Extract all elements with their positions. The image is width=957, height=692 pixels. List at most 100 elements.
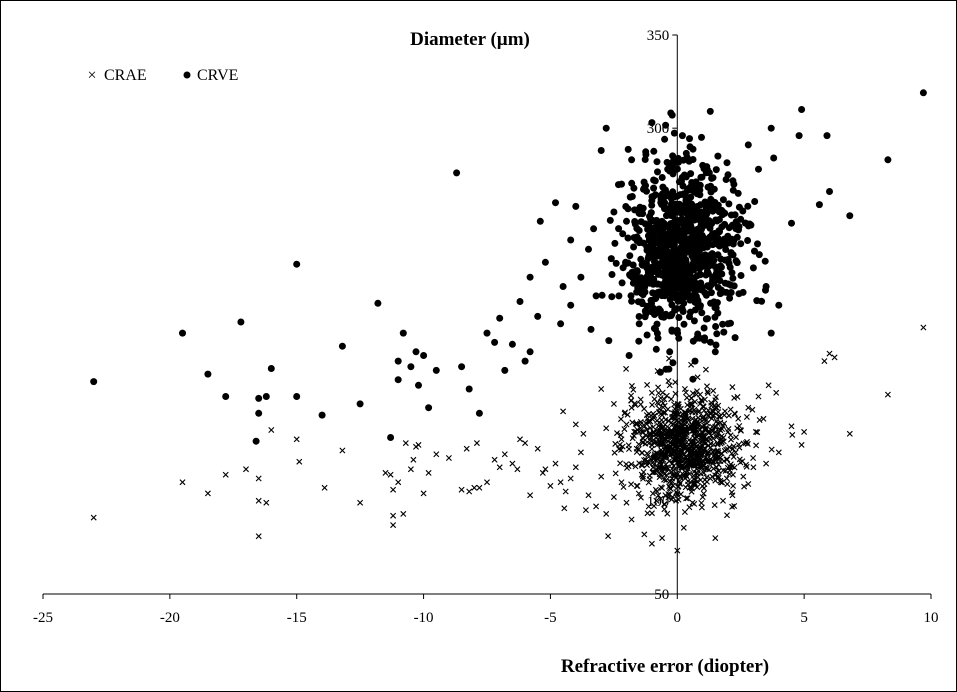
crae-point (736, 423, 743, 429)
crve-point (706, 255, 713, 263)
crae-point (657, 424, 664, 431)
crve-point (751, 247, 758, 255)
crve-point (721, 279, 729, 287)
crae-point (648, 389, 655, 396)
crae-point (415, 441, 422, 448)
x-axis-title: Refractive error (diopter) (561, 656, 769, 677)
crae-point (387, 471, 394, 478)
crve-point (628, 297, 636, 305)
crae-point (713, 468, 720, 475)
crae-point (730, 443, 737, 450)
crve-point (648, 119, 656, 127)
crae-point (693, 442, 700, 449)
crae-point (694, 448, 701, 455)
crve-point (465, 385, 473, 393)
crve-point (713, 263, 720, 271)
crae-point (649, 401, 656, 408)
crve-point (753, 297, 761, 305)
crae-point (509, 460, 516, 467)
crve-point (720, 328, 728, 336)
crve-point (636, 210, 644, 217)
crae-point (755, 393, 762, 400)
crae-point (646, 431, 653, 438)
crae-point (491, 456, 498, 463)
crae-point (733, 434, 739, 441)
crve-point (648, 265, 656, 273)
crve-point (658, 223, 666, 231)
crve-point (685, 185, 693, 192)
crae-point (674, 492, 681, 498)
crve-point (716, 277, 724, 285)
crve-point (709, 241, 717, 249)
crve-point (666, 348, 674, 356)
x-tick-label: 5 (800, 610, 808, 626)
crae-point (243, 466, 249, 473)
crae-point (705, 428, 712, 434)
crae-point (655, 384, 662, 391)
crae-point (382, 469, 389, 476)
crve-point (668, 327, 676, 335)
crve-point (754, 240, 761, 248)
crve-point (654, 168, 661, 176)
crve-point (689, 145, 697, 153)
crve-point (682, 193, 690, 200)
crve-point (592, 292, 600, 300)
crae-point (673, 424, 680, 431)
crae-point (640, 435, 647, 442)
crve-point (737, 272, 745, 279)
crae-point (737, 427, 744, 434)
crve-point (432, 366, 440, 374)
crae-point (661, 471, 668, 478)
crae-point (801, 428, 808, 435)
crae-point (390, 486, 397, 493)
crae-point (726, 471, 733, 477)
crae-point (557, 479, 564, 486)
crae-point (677, 417, 684, 424)
crae-point (635, 441, 642, 448)
crae-point (661, 396, 668, 403)
crve-point (706, 107, 714, 115)
crve-point (703, 267, 711, 275)
legend-label-crae: CRAE (104, 67, 147, 84)
crve-point (685, 157, 693, 165)
crae-point (678, 435, 684, 441)
crve-point (696, 334, 704, 342)
crve-point (690, 229, 698, 237)
crae-point (433, 451, 440, 458)
crae-point (637, 401, 644, 408)
crae-point (675, 401, 682, 408)
crve-point (618, 279, 626, 287)
crae-point (682, 389, 689, 396)
crae-point (222, 471, 229, 478)
crae-point (634, 483, 641, 489)
crve-point (669, 236, 677, 244)
crae-point (676, 456, 683, 463)
crae-point (681, 409, 688, 416)
crae-point (700, 403, 707, 410)
crve-point (662, 284, 670, 292)
crve-point (615, 292, 623, 300)
crae-point (567, 475, 574, 482)
crae-point (686, 404, 693, 411)
crve-point (706, 283, 713, 291)
crve-point (615, 225, 623, 233)
crae-point (263, 499, 270, 506)
crae-point (650, 455, 657, 462)
crae-point (517, 436, 523, 443)
crve-point (374, 299, 382, 307)
crae-point (514, 466, 521, 473)
crve-point (606, 216, 614, 224)
crve-point (708, 220, 716, 228)
crae-point (728, 489, 735, 496)
crae-point (666, 425, 673, 431)
crae-point (701, 447, 708, 454)
crve-point (642, 310, 650, 318)
crve-point (645, 236, 653, 244)
crae-point (466, 488, 473, 495)
crae-point (683, 495, 690, 502)
crae-point (425, 469, 432, 476)
crve-point (626, 252, 634, 260)
crve-point (425, 404, 433, 412)
crae-point (693, 419, 700, 426)
crae-point (725, 412, 732, 419)
